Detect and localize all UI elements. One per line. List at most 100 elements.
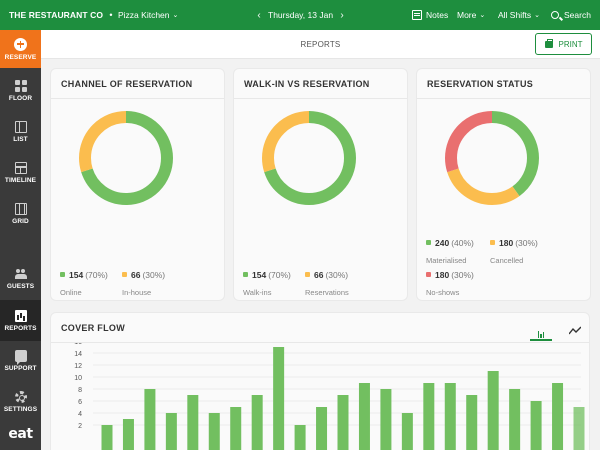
next-day-button[interactable]: › (340, 9, 344, 21)
search-icon (551, 11, 559, 19)
line-chart-tab[interactable] (564, 319, 586, 341)
sidebar-item-support[interactable]: SUPPORT (0, 350, 41, 372)
bar[interactable] (380, 389, 392, 450)
shifts-selector[interactable]: All Shifts ⌄ (498, 0, 540, 30)
bar[interactable] (573, 407, 585, 450)
sidebar-item-label: FLOOR (8, 95, 33, 102)
legend-reservations: 66 (30%) Reservations (305, 270, 349, 297)
settings-icon (14, 391, 27, 403)
legend-swatch (243, 272, 248, 277)
notes-icon (412, 10, 422, 20)
card-title: RESERVATION STATUS (417, 69, 590, 99)
print-button[interactable]: PRINT (535, 33, 592, 55)
legend-value: 66 (314, 270, 324, 280)
legend-value: 154 (69, 270, 84, 280)
previous-day-button[interactable]: ‹ (257, 9, 261, 21)
legend-cancelled: 180 (30%) Cancelled (490, 238, 538, 265)
card-title: CHANNEL OF RESERVATION (51, 69, 224, 99)
bar[interactable] (444, 383, 456, 450)
search-label: Search (564, 10, 591, 20)
sidebar-item-guests[interactable]: GUESTS (0, 268, 41, 290)
page-header: REPORTS PRINT (41, 30, 600, 59)
y-tick-label: 4 (78, 411, 82, 418)
legend-percent: (70%) (268, 270, 291, 280)
sidebar-item-grid[interactable]: GRID (0, 203, 41, 225)
legend-label: Materialised (426, 256, 467, 265)
print-label: PRINT (558, 39, 583, 49)
notes-button[interactable]: Notes (412, 0, 448, 30)
y-tick-label: 16 (74, 343, 82, 346)
bar[interactable] (316, 407, 328, 450)
donut-slice-in-house (79, 111, 173, 205)
bar[interactable] (273, 347, 285, 450)
sidebar-item-reserve[interactable]: RESERVE (0, 30, 41, 68)
search-button[interactable]: Search (551, 0, 591, 30)
channel-donut-chart (79, 111, 173, 205)
legend-percent: (70%) (85, 270, 108, 280)
bar[interactable] (208, 413, 220, 450)
venue-name: Pizza Kitchen (118, 10, 170, 20)
bar[interactable] (101, 425, 113, 450)
brand-name[interactable]: THE RESTAURANT CO (9, 10, 104, 20)
legend-label: In-house (122, 288, 152, 297)
bar[interactable] (552, 383, 564, 450)
top-bar: THE RESTAURANT CO • Pizza Kitchen ⌄ ‹ Th… (0, 0, 600, 30)
date-display[interactable]: Thursday, 13 Jan (268, 10, 334, 20)
walkin-donut-chart (262, 111, 356, 205)
legend-percent: (30%) (451, 270, 474, 280)
walkin-card: WALK-IN VS RESERVATION 154 (70%) Walk-ins… (233, 68, 408, 301)
venue-selector[interactable]: • Pizza Kitchen ⌄ (104, 0, 178, 30)
bar[interactable] (509, 389, 521, 450)
sidebar-item-floor[interactable]: FLOOR (0, 80, 41, 102)
bar[interactable] (487, 371, 499, 450)
donut-slice-no-shows (445, 111, 539, 205)
legend-value: 180 (435, 270, 450, 280)
card-title: WALK-IN VS RESERVATION (234, 69, 407, 99)
sidebar-item-list[interactable]: LIST (0, 121, 41, 143)
notes-label: Notes (426, 10, 449, 20)
timeline-icon (14, 162, 27, 174)
bar[interactable] (144, 389, 156, 450)
sidebar: RESERVE FLOOR LIST TIMELINE GRID GUESTS … (0, 30, 41, 450)
card-title: COVER FLOW (51, 313, 589, 343)
printer-icon (544, 38, 553, 48)
plus-circle-icon (14, 37, 27, 51)
sidebar-item-settings[interactable]: SETTINGS (0, 391, 41, 413)
legend-in-house: 66 (30%) In-house (122, 270, 165, 297)
bar[interactable] (401, 413, 413, 450)
sidebar-item-label: TIMELINE (4, 177, 37, 184)
bar[interactable] (230, 407, 242, 450)
bar[interactable] (337, 395, 349, 450)
bar-chart-tab[interactable] (530, 319, 552, 341)
page-title: REPORTS (300, 40, 341, 49)
bar[interactable] (294, 425, 306, 450)
legend-percent: (40%) (451, 238, 474, 248)
legend-walk-ins: 154 (70%) Walk-ins (243, 270, 291, 297)
bar[interactable] (358, 383, 370, 450)
y-tick-label: 14 (74, 351, 82, 358)
bar[interactable] (251, 395, 263, 450)
bar[interactable] (122, 419, 134, 450)
sidebar-item-timeline[interactable]: TIMELINE (0, 162, 41, 184)
more-menu[interactable]: More ⌄ (457, 0, 485, 30)
chevron-down-icon: ⌄ (534, 12, 540, 19)
more-label: More (457, 10, 477, 20)
bar[interactable] (466, 395, 478, 450)
legend-label: Walk-ins (243, 288, 272, 297)
sidebar-item-reports[interactable]: REPORTS (0, 300, 41, 341)
list-icon (14, 121, 27, 133)
bar[interactable] (187, 395, 199, 450)
floor-icon (14, 80, 27, 92)
chevron-down-icon: ⌄ (479, 12, 486, 19)
bar-chart-icon (537, 320, 545, 338)
legend-percent: (30%) (142, 270, 166, 280)
bar[interactable] (165, 413, 177, 450)
y-tick-label: 10 (74, 375, 82, 382)
cover-flow-card: COVER FLOW 2 4 6 8 10 12 14 16 (50, 312, 590, 450)
status-donut-chart (445, 111, 539, 205)
sidebar-item-label: RESERVE (4, 53, 37, 61)
legend-swatch (60, 272, 65, 277)
bar[interactable] (530, 401, 542, 450)
sidebar-item-label: REPORTS (4, 324, 37, 332)
bar[interactable] (423, 383, 435, 450)
